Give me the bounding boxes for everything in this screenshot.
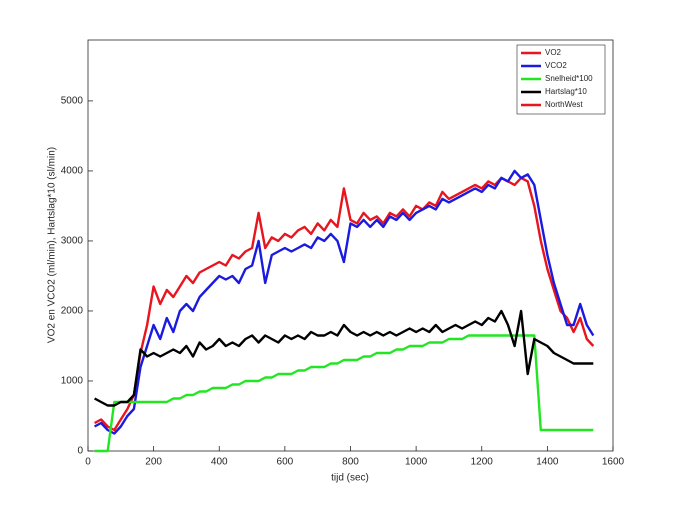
y-tick-label: 5000 [61,96,84,107]
x-tick-label: 200 [145,457,162,468]
x-tick-label: 1000 [405,457,428,468]
x-tick-label: 0 [85,457,91,468]
x-tick-label: 1400 [536,457,559,468]
y-tick-label: 0 [77,446,83,457]
legend: VO2 VCO2 Snelheid*100 Hartslag*10 NorthWest [516,44,606,115]
legend-label: VO2 [545,48,562,57]
x-tick-label: 600 [277,457,294,468]
y-tick-label: 3000 [61,236,84,247]
x-tick-label: 800 [342,457,359,468]
y-tick-label: 4000 [61,166,84,177]
data-line [94,169,595,435]
x-tick-label: 1600 [602,457,625,468]
legend-label: Snelheid*100 [545,74,593,83]
legend-label: Hartslag*10 [545,87,587,96]
y-axis-label: VO2 en VCO2 (ml/min), Hartslag*10 (sl/mi… [47,147,58,343]
data-line [94,309,594,407]
data-line [94,176,595,432]
y-tick-label: 1000 [61,376,84,387]
x-tick-label: 1200 [471,457,494,468]
x-axis-label: tijd (sec) [331,473,369,484]
x-tick-label: 400 [211,457,228,468]
y-tick-label: 2000 [61,306,84,317]
legend-label: NorthWest [545,100,583,109]
legend-label: VCO2 [545,61,567,70]
